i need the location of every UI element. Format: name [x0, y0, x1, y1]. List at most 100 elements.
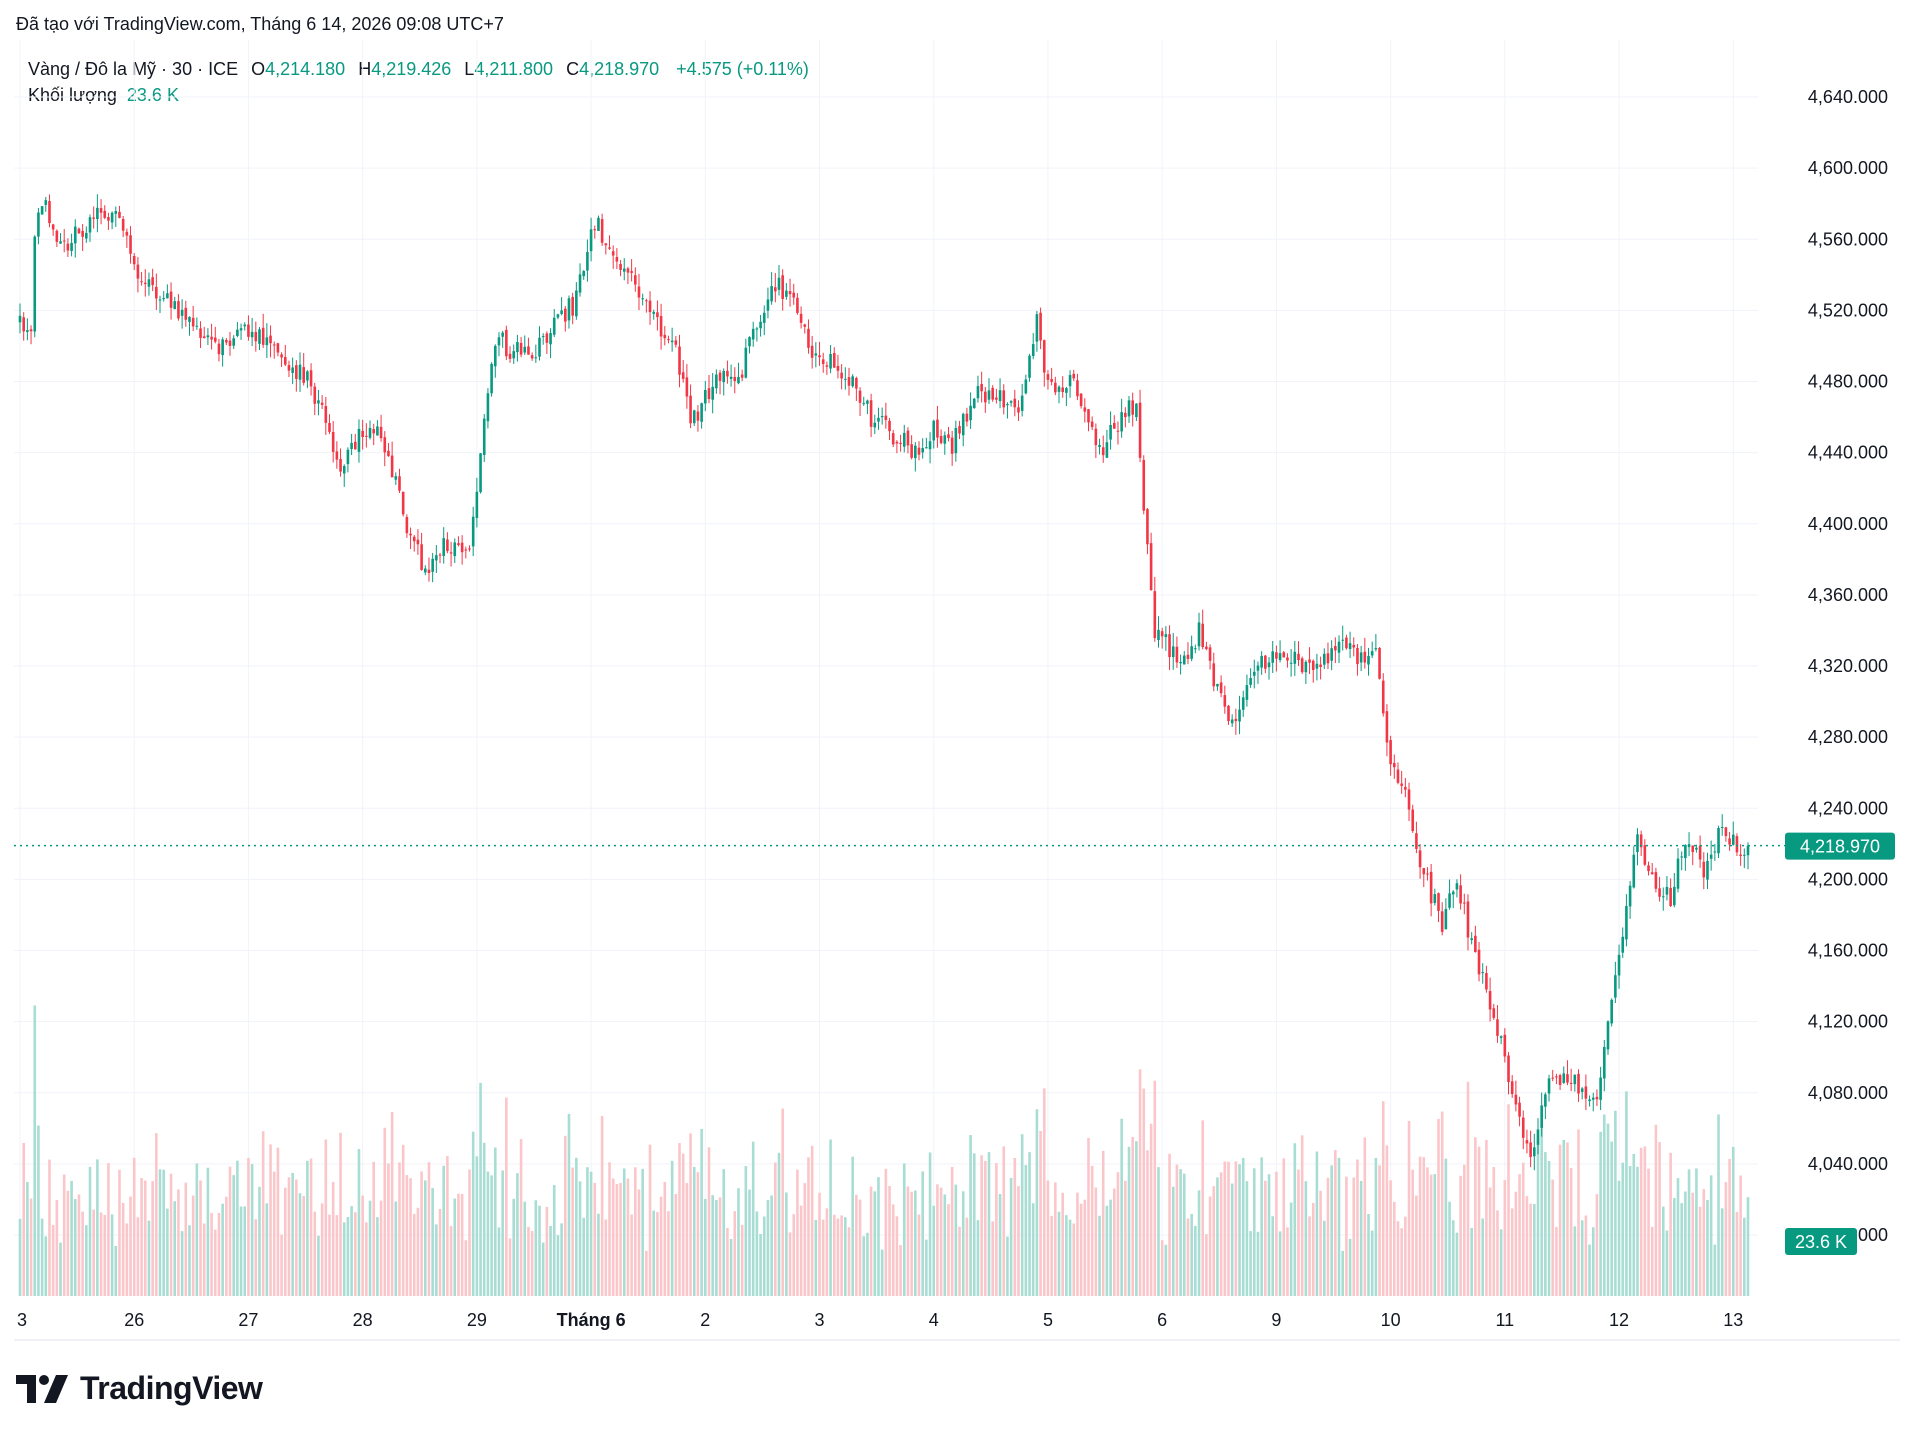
candle-body: [1396, 769, 1400, 783]
candle-body: [1422, 868, 1426, 875]
candle-body: [442, 538, 446, 556]
candle-body: [1311, 660, 1315, 671]
volume-bar: [880, 1249, 884, 1296]
volume-bar: [1540, 1126, 1543, 1296]
candle-body: [626, 268, 630, 273]
volume-bar: [1709, 1175, 1713, 1296]
candle-body: [401, 491, 405, 515]
volume-bar: [1743, 1217, 1746, 1296]
volume-bar: [689, 1133, 692, 1296]
candle-body: [96, 207, 99, 220]
y-tick-label: 4,520.000: [1808, 300, 1888, 320]
volume-bar: [505, 1097, 508, 1296]
candle-body: [567, 298, 571, 321]
volume-bar: [1510, 1208, 1514, 1296]
candle-body: [1227, 705, 1230, 722]
candle-body: [1695, 847, 1698, 850]
x-tick-label: 10: [1381, 1310, 1401, 1330]
volume-bar: [357, 1148, 361, 1296]
volume-bar: [501, 1170, 504, 1296]
symbol-label[interactable]: Vàng / Đô la Mỹ · 30 · ICE: [28, 59, 239, 79]
volume-bar: [1124, 1180, 1127, 1296]
high-key: H: [358, 59, 372, 79]
volume-bar: [158, 1169, 162, 1296]
candle-body: [409, 533, 412, 536]
candle-body: [1429, 871, 1433, 904]
candle-body: [995, 397, 998, 400]
candle-body: [755, 328, 759, 330]
candle-body: [1628, 885, 1632, 907]
x-tick-label: 11: [1495, 1310, 1514, 1330]
volume-bar: [902, 1163, 906, 1296]
candle-body: [1503, 1034, 1507, 1057]
candle-body: [1127, 400, 1131, 417]
candle-body: [648, 300, 652, 313]
candle-body: [446, 539, 449, 552]
volume-bar: [283, 1187, 287, 1296]
candle-body: [438, 554, 442, 556]
candle-body: [376, 426, 379, 436]
volume-bar: [1706, 1200, 1709, 1296]
volume-bar: [858, 1199, 862, 1296]
y-tick-label: 4,320.000: [1808, 656, 1888, 676]
volume-bar: [1661, 1206, 1665, 1296]
candle-body: [711, 386, 714, 400]
candle-body: [1337, 641, 1341, 653]
candle-body: [1717, 827, 1720, 854]
candles: [18, 194, 1750, 1171]
candle-body: [173, 301, 177, 310]
candle-body: [1547, 1078, 1551, 1094]
volume-bar: [1002, 1146, 1006, 1296]
volume-bar: [1676, 1178, 1680, 1296]
volume-bar: [972, 1153, 976, 1296]
volume-bar: [457, 1193, 460, 1296]
volume-bar: [1518, 1174, 1521, 1296]
candle-body: [1175, 646, 1179, 663]
candle-body: [1322, 653, 1326, 665]
candle-body: [689, 395, 692, 424]
candle-body: [888, 420, 891, 432]
tradingview-logo[interactable]: TradingView: [16, 1370, 263, 1407]
volume-bar: [925, 1239, 928, 1296]
candle-body: [1101, 447, 1105, 456]
candle-body: [132, 256, 136, 265]
volume-bar: [1462, 1164, 1466, 1296]
candle-body: [66, 243, 70, 251]
candle-body: [287, 365, 291, 371]
volume-bar: [1101, 1150, 1105, 1296]
volume-bar: [1739, 1175, 1742, 1296]
candle-body: [1334, 646, 1337, 651]
candle-body: [906, 430, 910, 446]
volume-bar: [704, 1198, 707, 1296]
candle-body: [902, 432, 906, 447]
volume-bar: [1746, 1197, 1750, 1296]
candle-body: [1186, 654, 1190, 659]
candle-body: [1573, 1074, 1577, 1085]
volume-bar: [1514, 1191, 1518, 1296]
volume-bar: [1135, 1141, 1138, 1296]
candle-body: [1654, 872, 1658, 889]
volume-bar: [630, 1214, 633, 1296]
candle-body: [844, 378, 847, 380]
candle-body: [313, 386, 317, 404]
x-tick-label: 3: [17, 1310, 27, 1330]
candle-body: [818, 355, 821, 358]
volume-bar: [1437, 1119, 1440, 1296]
volume-bar: [1588, 1244, 1591, 1296]
x-axis[interactable]: 3 26 27 28 29 Tháng 6 2 3 4 5 6 9 10 11 12 13: [17, 1310, 1743, 1330]
candle-body: [1083, 407, 1087, 412]
volume-label[interactable]: Khối lượng: [28, 85, 117, 105]
volume-bar: [593, 1182, 597, 1296]
y-axis[interactable]: 4,640.000 4,600.000 4,560.000 4,520.000 4,48…: [1808, 87, 1888, 1245]
volume-bar: [236, 1160, 239, 1296]
candle-body: [1389, 740, 1392, 765]
candle-body: [814, 353, 818, 356]
candle-body: [785, 290, 788, 297]
candle-body: [858, 390, 862, 403]
y-tick-label: 4,640.000: [1808, 87, 1888, 107]
volume-bar: [1278, 1231, 1282, 1296]
candle-body: [796, 297, 799, 313]
volume-bar: [1057, 1211, 1061, 1296]
volume-bar: [1573, 1226, 1577, 1296]
